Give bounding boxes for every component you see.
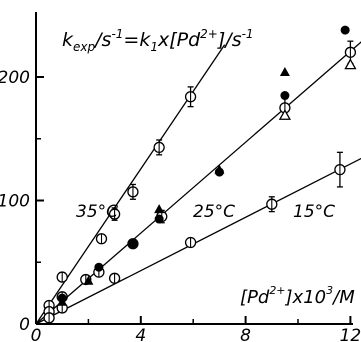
data-point <box>94 262 104 272</box>
x-tick-label: 12 <box>340 326 361 342</box>
data-point <box>280 91 290 101</box>
data-point <box>279 67 290 77</box>
tick-labels: 0 100 200 0 4 8 12 <box>0 68 361 342</box>
x-tick-label: 0 <box>31 326 42 342</box>
data-point <box>278 108 292 120</box>
series-label-25c: 25°C <box>193 202 235 222</box>
x-tick-label: 4 <box>135 326 146 342</box>
data-markers <box>43 25 357 324</box>
data-point <box>57 296 68 306</box>
fit-line <box>35 157 361 325</box>
y-tick-label: 200 <box>0 68 30 88</box>
series-label-35c: 35°C <box>76 202 118 222</box>
data-point <box>154 204 165 214</box>
series-label-15c: 15°C <box>293 202 335 222</box>
data-point <box>214 164 225 174</box>
y-tick-label: 100 <box>0 192 30 212</box>
chart-title: kexp/s-1=k1x[Pd2+]/s-1 <box>62 27 254 54</box>
data-point <box>154 214 164 224</box>
axes <box>35 12 353 325</box>
y-tick-label: 0 <box>19 315 30 335</box>
x-axis-label: [Pd2+]x103/M <box>240 284 355 308</box>
data-point <box>340 25 350 35</box>
data-point <box>83 275 94 285</box>
data-point <box>344 58 357 70</box>
x-tick-label: 8 <box>240 326 251 342</box>
data-point <box>128 239 138 249</box>
